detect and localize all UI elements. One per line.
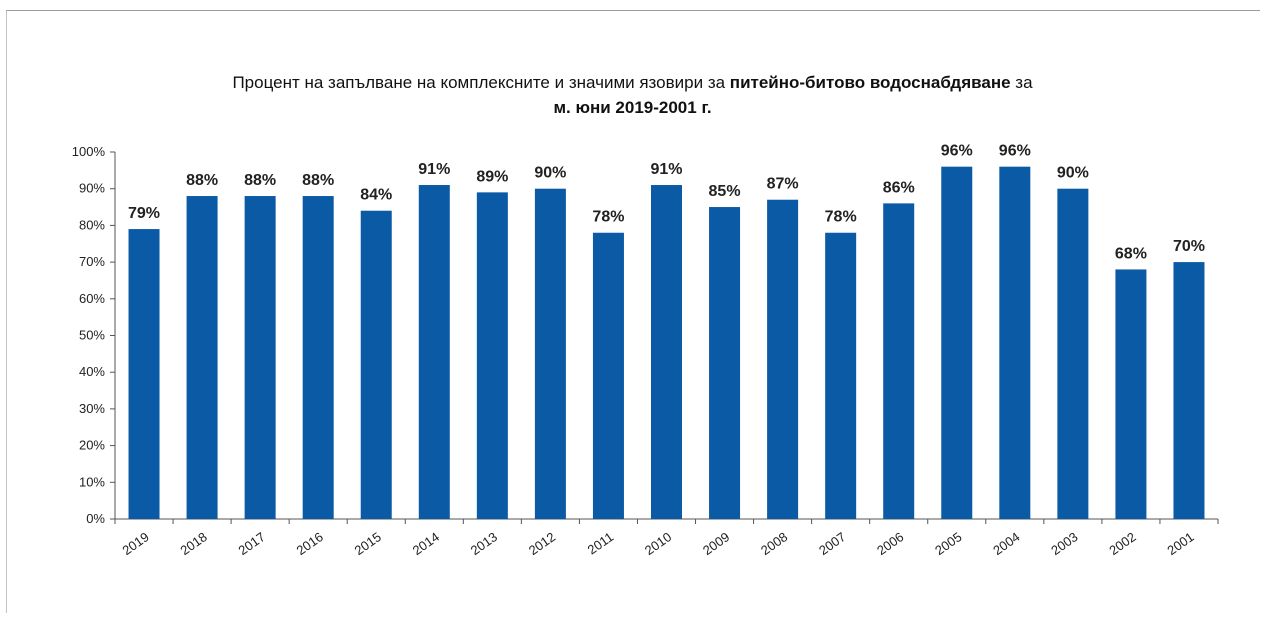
chart-frame bbox=[6, 10, 1260, 613]
bar bbox=[1115, 269, 1147, 519]
data-label: 90% bbox=[1057, 165, 1089, 182]
y-tick-label: 10% bbox=[79, 474, 105, 489]
y-tick-label: 70% bbox=[79, 254, 105, 269]
chart-title-part2: за bbox=[1010, 73, 1033, 92]
y-tick-label: 100% bbox=[72, 144, 106, 159]
bar bbox=[534, 188, 566, 519]
x-tick-label: 2014 bbox=[410, 529, 442, 558]
y-tick-label: 0% bbox=[86, 511, 105, 526]
x-tick-label: 2015 bbox=[352, 529, 384, 558]
bar bbox=[186, 196, 218, 520]
x-tick-label: 2003 bbox=[1048, 529, 1080, 558]
x-tick-label: 2004 bbox=[990, 529, 1022, 558]
bar bbox=[302, 196, 334, 520]
bar bbox=[767, 199, 799, 519]
chart-title-bold: питейно-битово водоснабдяване bbox=[729, 73, 1011, 92]
x-tick-label: 2008 bbox=[758, 529, 790, 558]
bar bbox=[476, 192, 508, 519]
bar bbox=[941, 166, 973, 519]
data-label: 68% bbox=[1115, 245, 1147, 262]
x-tick-label: 2007 bbox=[816, 529, 848, 558]
x-tick-label: 2012 bbox=[526, 529, 558, 558]
x-tick-label: 2018 bbox=[178, 529, 210, 558]
x-tick-label: 2016 bbox=[294, 529, 326, 558]
bar bbox=[360, 210, 392, 519]
bar bbox=[1057, 188, 1089, 519]
y-tick-label: 60% bbox=[79, 291, 105, 306]
bar bbox=[244, 196, 276, 520]
y-tick-label: 40% bbox=[79, 364, 105, 379]
bar bbox=[418, 185, 450, 519]
data-label: 89% bbox=[476, 168, 508, 185]
data-label: 96% bbox=[999, 143, 1031, 160]
chart-title: Процент на запълване на комплексните и з… bbox=[0, 70, 1265, 120]
bar bbox=[825, 232, 857, 520]
data-label: 78% bbox=[825, 209, 857, 226]
x-tick-label: 2002 bbox=[1106, 529, 1138, 558]
data-label: 88% bbox=[302, 172, 334, 189]
data-label: 88% bbox=[244, 172, 276, 189]
chart-title-part1: Процент на запълване на комплексните и з… bbox=[232, 73, 730, 92]
bar bbox=[128, 229, 160, 519]
data-label: 96% bbox=[941, 143, 973, 160]
y-tick-label: 30% bbox=[79, 401, 105, 416]
bar bbox=[1173, 262, 1205, 519]
data-label: 85% bbox=[709, 183, 741, 200]
bar bbox=[651, 185, 682, 519]
y-tick-label: 20% bbox=[79, 438, 105, 453]
data-label: 78% bbox=[592, 209, 624, 226]
data-label: 91% bbox=[418, 161, 450, 178]
data-label: 87% bbox=[767, 176, 799, 193]
data-label: 88% bbox=[186, 172, 218, 189]
bar bbox=[999, 166, 1031, 519]
bar bbox=[883, 203, 915, 519]
x-tick-label: 2009 bbox=[700, 529, 732, 558]
bar bbox=[592, 232, 624, 520]
bar bbox=[709, 207, 741, 520]
x-tick-label: 2001 bbox=[1164, 529, 1196, 558]
data-label: 84% bbox=[360, 187, 392, 204]
x-tick-label: 2006 bbox=[874, 529, 906, 558]
x-tick-label: 2011 bbox=[585, 529, 617, 557]
y-tick-label: 80% bbox=[79, 217, 105, 232]
data-label: 90% bbox=[534, 165, 566, 182]
x-tick-label: 2017 bbox=[236, 529, 268, 558]
data-label: 91% bbox=[650, 161, 682, 178]
y-tick-label: 90% bbox=[79, 181, 105, 196]
x-tick-label: 2005 bbox=[932, 529, 964, 558]
x-tick-label: 2019 bbox=[119, 529, 151, 558]
y-tick-label: 50% bbox=[79, 328, 105, 343]
x-tick-label: 2010 bbox=[642, 529, 674, 558]
data-label: 86% bbox=[883, 179, 915, 196]
x-tick-label: 2013 bbox=[468, 529, 500, 558]
data-label: 70% bbox=[1173, 238, 1205, 255]
data-label: 79% bbox=[128, 205, 160, 222]
chart-title-line2: м. юни 2019-2001 г. bbox=[553, 98, 712, 117]
